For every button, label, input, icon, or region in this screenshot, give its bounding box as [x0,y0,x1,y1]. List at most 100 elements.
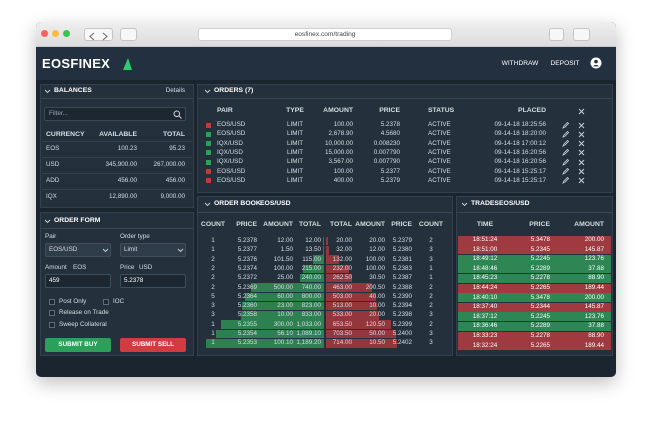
bid-cell: 25.00 [277,274,293,282]
select-value[interactable]: Limit [124,246,138,253]
edit-icon[interactable] [562,140,569,147]
panel-title: ORDER FORM [54,217,101,224]
button-label[interactable]: SUBMIT SELL [132,341,174,348]
submit-buy-button[interactable] [45,338,111,352]
input-value[interactable]: 459 [49,277,60,284]
checkbox-label[interactable]: Release on Trade [59,309,109,316]
trade-row [458,302,611,312]
trade-cell: 200.00 [584,293,604,301]
ask-cell: 50.00 [369,330,385,337]
edit-icon[interactable] [562,168,569,175]
ask-cell: 5.2380 [392,246,412,254]
bid-cell: 56.10 [277,330,293,337]
ask-cell: 5.2379 [392,237,412,244]
trade-cell: 18:32:24 [472,341,498,349]
checkbox[interactable] [49,322,55,328]
checkbox[interactable] [49,310,55,316]
trade-cell: 5.2344 [530,303,550,311]
button-label[interactable]: SUBMIT BUY [58,341,98,348]
edit-icon[interactable] [562,158,569,166]
input-value[interactable]: 5.2378 [124,277,144,284]
cancel-icon[interactable] [578,149,585,156]
zoom-button[interactable] [63,30,70,37]
bid-depth-bar [322,246,324,255]
close-all-icon[interactable] [578,108,585,115]
cancel-icon[interactable] [578,122,585,129]
ask-cell: 3 [429,330,433,337]
order-cell: ACTIVE [428,158,451,166]
price-input[interactable] [120,274,186,288]
ask-cell: 20.00 [369,237,385,244]
sidebar-button[interactable] [120,28,137,41]
column-header: PRICE [379,107,400,114]
panel-title: TRADES [471,200,499,207]
close-button[interactable] [41,30,48,37]
edit-icon[interactable] [562,149,569,157]
column-header: PRICE [529,221,550,228]
nav-buttons[interactable] [84,28,113,41]
trade-cell: 5.2345 [530,245,550,253]
checkbox[interactable] [49,299,55,305]
order-cell: 09-14-18 15:25:17 [494,167,546,175]
ask-cell: 1 [429,274,433,282]
amount-input[interactable] [45,274,111,288]
url-text: eosfinex.com/trading [294,31,356,38]
ask-cell: 2 [429,283,433,291]
cancel-icon[interactable] [578,177,585,184]
cancel-icon[interactable] [578,131,585,138]
ask-cell: 40.00 [369,292,385,300]
bid-depth-bar [242,301,324,311]
nav-link[interactable]: WITHDRAW [501,60,539,67]
order-cell: ACTIVE [428,130,451,138]
order-cell: EOS/USD [217,130,246,138]
edit-icon[interactable] [562,121,569,129]
edit-icon[interactable] [562,130,569,138]
edit-icon[interactable] [562,177,569,185]
bid-depth-bar [322,236,324,246]
checkbox-label[interactable]: Post Only [59,298,87,305]
order-type-select[interactable] [120,243,186,257]
checkbox-label[interactable]: IOC [113,298,125,305]
ask-cell: 30.50 [369,274,385,282]
bid-cell: 2 [211,283,215,291]
order-cell: 09-14-18 18:25:56 [494,121,546,128]
panel-title: ORDERS (7) [214,87,254,94]
user-icon[interactable] [590,57,602,69]
trade-row [458,245,611,255]
cancel-icon[interactable] [578,140,585,147]
filter-input[interactable] [44,107,186,121]
order-cell: 10,000.00 [324,139,353,147]
checkbox[interactable] [103,299,109,305]
bid-cell: 5.2355 [237,320,257,328]
share-button[interactable] [549,28,564,41]
cancel-icon[interactable] [578,168,585,175]
order-cell: LIMIT [286,130,304,138]
column-header: TYPE [286,107,304,114]
address-bar[interactable] [198,28,452,41]
select-value[interactable]: EOS/USD [49,246,78,253]
trade-cell: 145.87 [584,303,604,311]
trade-cell: 145.87 [584,245,604,253]
minimize-button[interactable] [52,30,59,37]
ask-cell: 3 [429,339,433,347]
ask-cell: 5.2398 [392,311,412,319]
ask-depth-bar [326,246,330,255]
tabs-button[interactable] [573,28,590,41]
bid-cell: 3 [211,302,215,310]
ask-cell: 503.00 [332,292,352,300]
nav-link[interactable]: DEPOSIT [550,60,580,67]
order-cell: EOS/USD [217,176,246,184]
cancel-icon[interactable] [578,159,585,166]
ask-cell: 5.2390 [392,292,412,300]
pair-select[interactable] [45,243,111,257]
checkbox-label[interactable]: Sweep Collateral [59,321,107,328]
field-unit: USD [139,264,153,271]
submit-sell-button[interactable] [120,338,186,352]
field-label: Pair [45,233,57,240]
trade-cell: 5.2278 [530,274,550,282]
details-link[interactable]: Details [165,87,185,94]
bid-cell: 5.2372 [237,274,257,282]
ask-cell: 5.2402 [392,339,412,347]
ask-cell: 5.2400 [392,330,412,337]
